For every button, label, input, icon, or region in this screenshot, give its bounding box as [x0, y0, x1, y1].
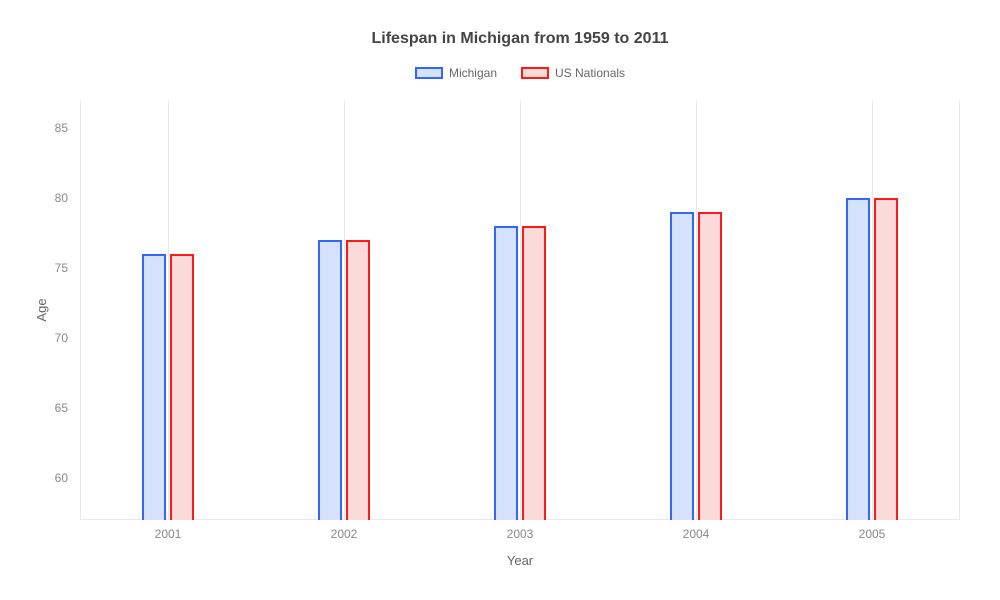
x-tick: 2003	[507, 527, 534, 541]
bar-michigan	[318, 240, 343, 520]
legend-item-0: Michigan	[415, 66, 497, 80]
chart-container: Lifespan in Michigan from 1959 to 2011 M…	[0, 0, 1000, 600]
bar-michigan	[494, 226, 519, 520]
bar-michigan	[846, 198, 871, 520]
y-tick: 75	[55, 261, 68, 275]
bars-layer	[80, 100, 960, 520]
legend-swatch-1	[521, 67, 549, 79]
x-tick: 2001	[155, 527, 182, 541]
y-tick: 80	[55, 191, 68, 205]
chart-title: Lifespan in Michigan from 1959 to 2011	[80, 30, 960, 48]
y-tick: 60	[55, 471, 68, 485]
x-axis-label: Year	[507, 553, 533, 568]
y-tick: 65	[55, 401, 68, 415]
bar-michigan	[142, 254, 167, 520]
bar-us-nationals	[170, 254, 195, 520]
legend-label-1: US Nationals	[555, 66, 625, 80]
legend: Michigan US Nationals	[80, 66, 960, 80]
bar-us-nationals	[346, 240, 371, 520]
x-tick: 2005	[859, 527, 886, 541]
bar-us-nationals	[874, 198, 899, 520]
plot-area: Age 606570758085 20012002200320042005 Ye…	[80, 100, 960, 520]
y-tick: 85	[55, 121, 68, 135]
bar-us-nationals	[698, 212, 723, 520]
y-axis-label: Age	[34, 298, 49, 321]
legend-label-0: Michigan	[449, 66, 497, 80]
bar-us-nationals	[522, 226, 547, 520]
x-tick: 2002	[331, 527, 358, 541]
y-axis: 606570758085	[70, 100, 80, 520]
y-tick: 70	[55, 331, 68, 345]
bar-michigan	[670, 212, 695, 520]
legend-item-1: US Nationals	[521, 66, 625, 80]
legend-swatch-0	[415, 67, 443, 79]
x-tick: 2004	[683, 527, 710, 541]
